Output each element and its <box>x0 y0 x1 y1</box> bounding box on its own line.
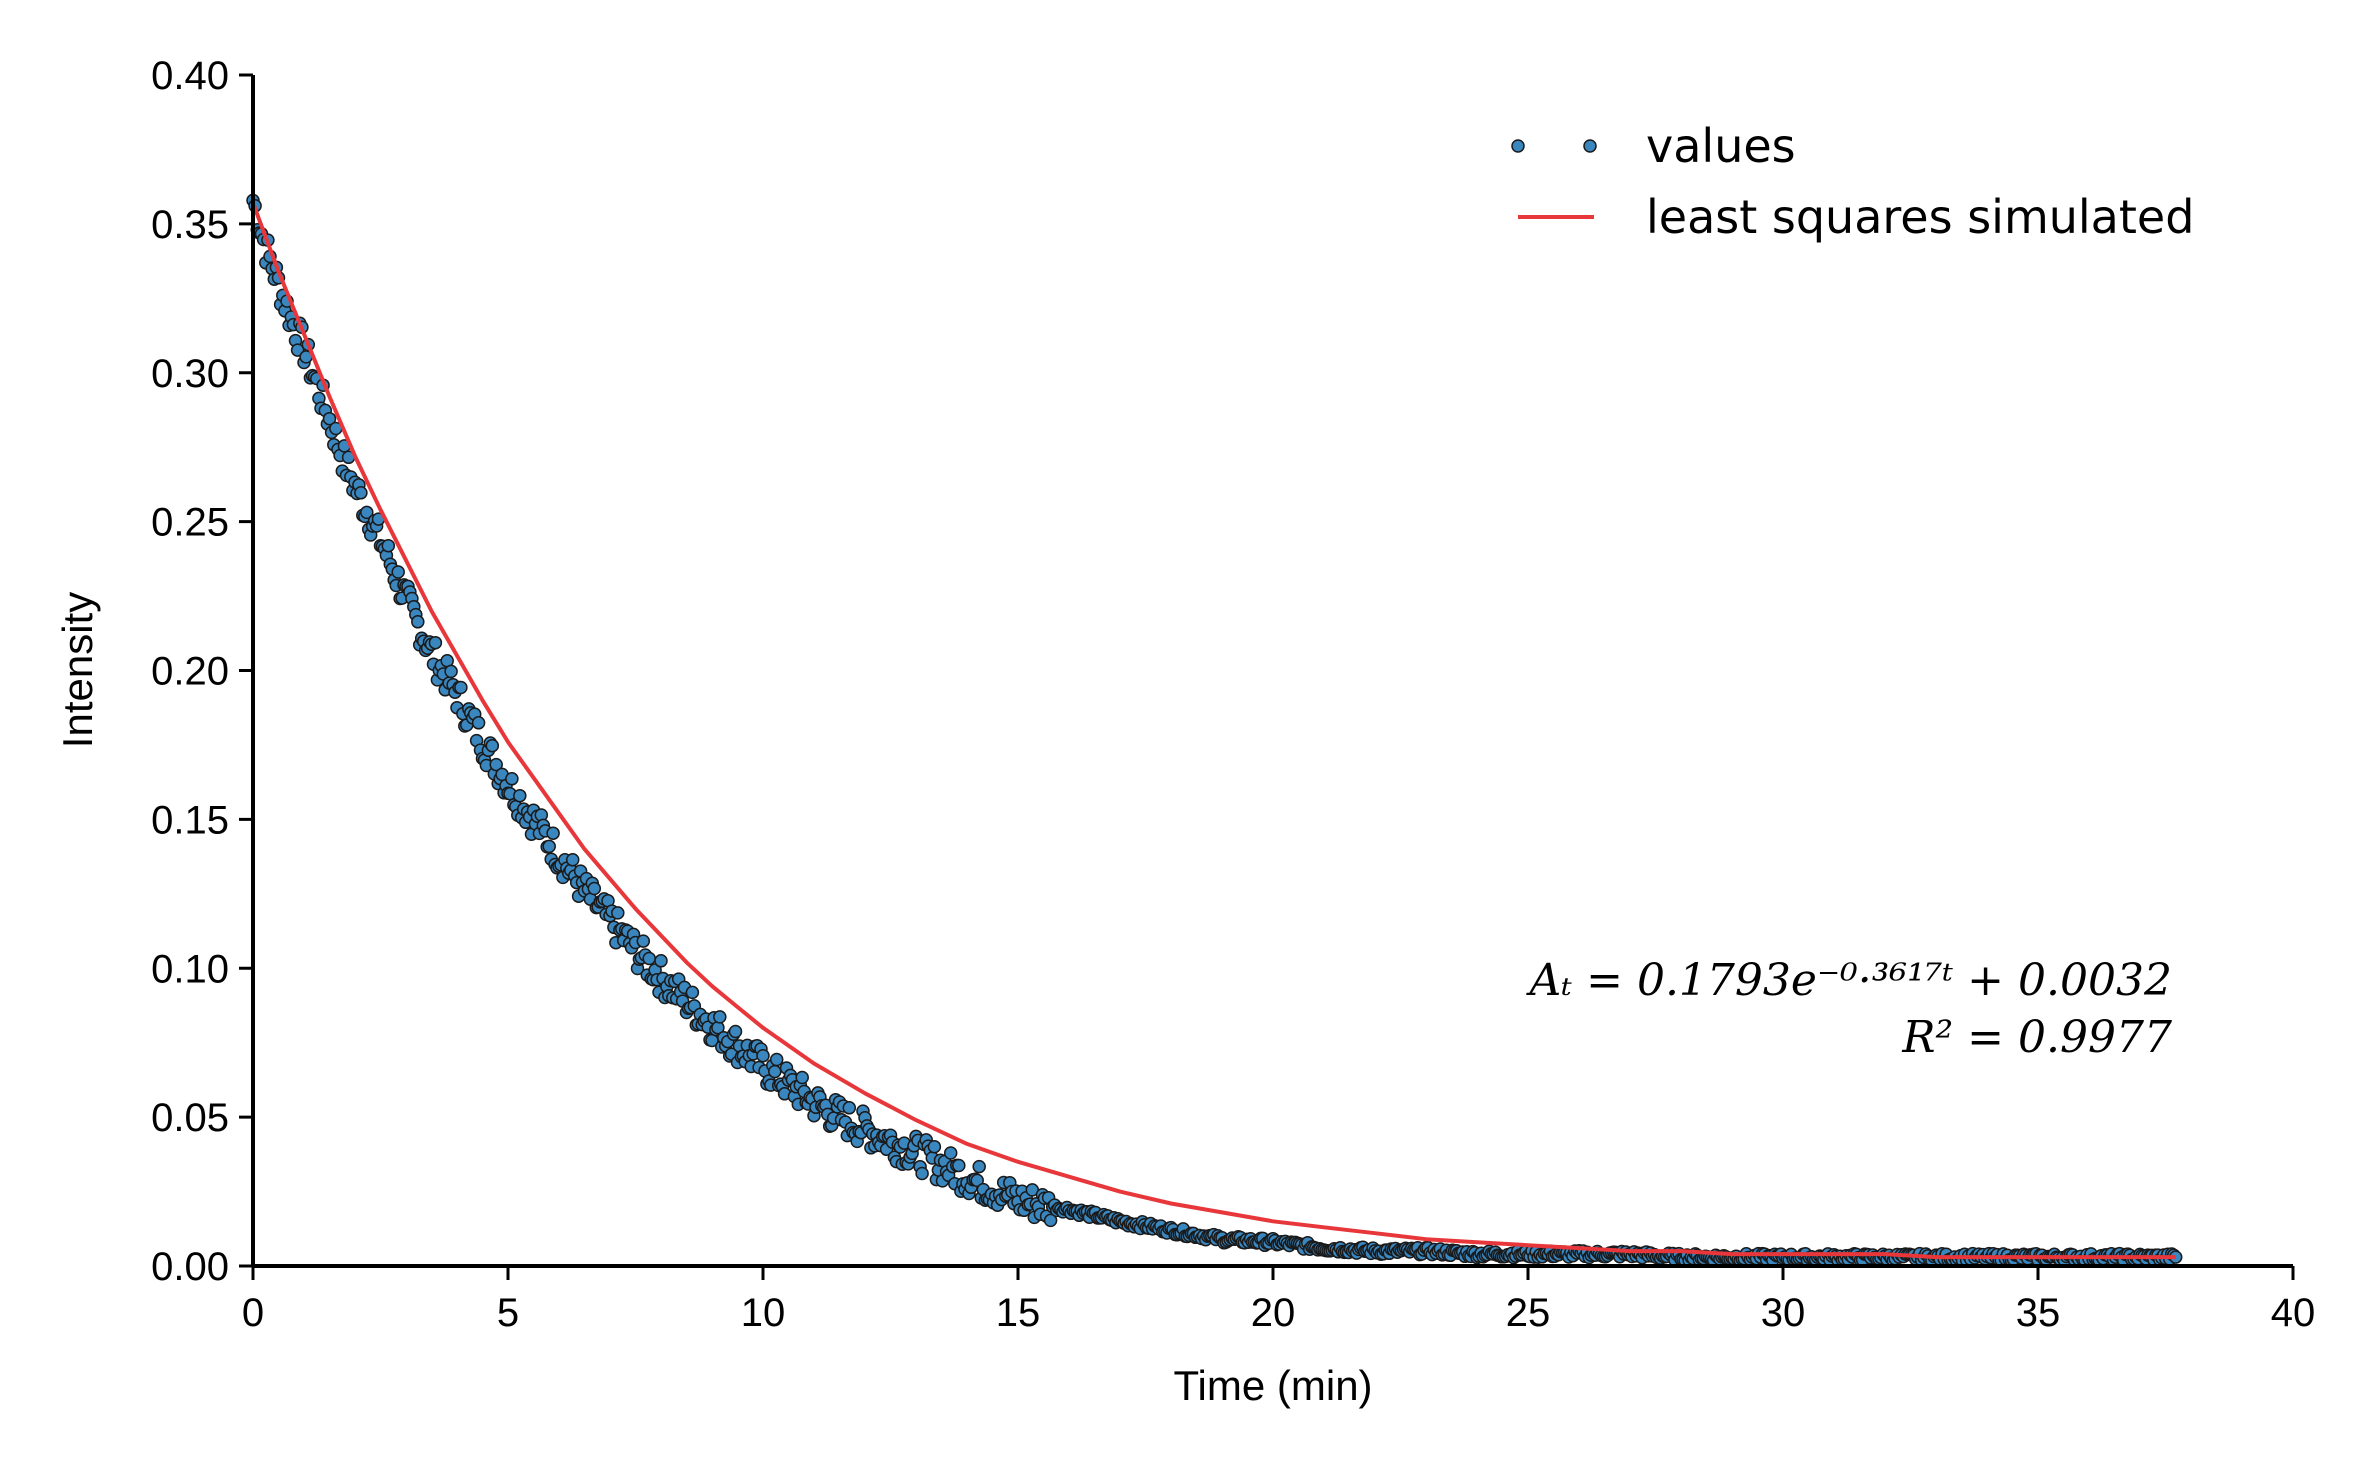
scatter-point <box>354 486 368 500</box>
scatter-point <box>587 881 602 896</box>
y-tick-label: 0.05 <box>151 1096 229 1140</box>
scatter-point <box>489 757 503 772</box>
y-tick-label: 0.10 <box>151 947 229 991</box>
scatter-point <box>542 839 556 854</box>
scatter-point <box>1043 1213 1058 1228</box>
scatter-point <box>546 826 560 840</box>
scatter-point <box>972 1159 986 1174</box>
x-axis-label: Time (min) <box>1173 1362 1372 1409</box>
y-tick-label: 0.35 <box>151 203 229 247</box>
scatter-point <box>454 680 468 695</box>
scatter-point <box>513 788 527 803</box>
scatter-point <box>654 954 668 968</box>
y-tick-label: 0.40 <box>151 54 229 98</box>
scatter-point <box>713 1010 727 1024</box>
scatter-point <box>842 1101 857 1115</box>
scatter-point <box>444 664 458 679</box>
x-axis-ticks: 0 5 10 15 20 25 30 35 40 <box>242 1266 2315 1335</box>
scatter-point <box>636 934 651 948</box>
scatter-point <box>360 505 374 520</box>
scatter-point <box>795 1070 809 1085</box>
y-tick-label: 0.00 <box>151 1245 229 1289</box>
scatter-point <box>565 853 580 867</box>
scatter-point <box>768 1064 782 1079</box>
r-squared: R² = 0.9977 <box>1901 1012 2172 1063</box>
scatter-series-values <box>246 193 2183 1268</box>
scatter-point <box>485 738 500 753</box>
scatter-point <box>611 906 625 920</box>
y-axis-ticks: 0.00 0.05 0.10 0.15 0.20 0.25 0.30 0.35 0.40 <box>151 54 253 1289</box>
y-tick-label: 0.15 <box>151 798 229 842</box>
y-tick-label: 0.20 <box>151 650 229 694</box>
x-tick-label: 20 <box>1251 1291 1296 1335</box>
scatter-point <box>685 985 700 1000</box>
scatter-point <box>391 565 405 579</box>
scatter-point <box>505 772 519 786</box>
x-tick-label: 5 <box>497 1291 519 1335</box>
legend: values least squares simulated <box>1511 119 2194 244</box>
legend-label-values: values <box>1646 119 1796 173</box>
scatter-point <box>769 1052 784 1067</box>
line-series-least-squares <box>251 202 2176 1260</box>
scatter-point <box>756 1048 770 1063</box>
x-tick-label: 40 <box>2271 1291 2316 1335</box>
scatter-point <box>927 1139 942 1154</box>
scatter-point <box>322 411 337 426</box>
fit-line <box>251 202 2176 1260</box>
scatter-point <box>943 1146 958 1160</box>
scatter-point <box>428 635 443 650</box>
scatter-point <box>471 716 486 730</box>
legend-marker-values-2 <box>1583 139 1597 153</box>
y-tick-label: 0.25 <box>151 501 229 545</box>
x-tick-label: 15 <box>996 1291 1041 1335</box>
scatter-point <box>411 615 425 629</box>
scatter-point <box>915 1166 929 1181</box>
scatter-point <box>728 1024 743 1039</box>
x-tick-label: 10 <box>741 1291 786 1335</box>
scatter-point <box>642 951 656 966</box>
x-tick-label: 30 <box>1761 1291 1806 1335</box>
legend-marker-values-1 <box>1511 139 1525 153</box>
fit-equation: Aₜ = 0.1793e⁻⁰·³⁶¹⁷ᵗ + 0.0032 <box>1525 955 2172 1006</box>
x-tick-label: 0 <box>242 1291 264 1335</box>
scatter-point <box>952 1158 966 1173</box>
scatter-point <box>970 1173 984 1188</box>
x-tick-label: 25 <box>1506 1291 1551 1335</box>
legend-label-least-squares: least squares simulated <box>1646 190 2194 244</box>
y-tick-label: 0.30 <box>151 352 229 396</box>
x-tick-label: 35 <box>2016 1291 2061 1335</box>
scatter-point <box>381 538 396 553</box>
y-axis-label: Intensity <box>54 592 101 748</box>
